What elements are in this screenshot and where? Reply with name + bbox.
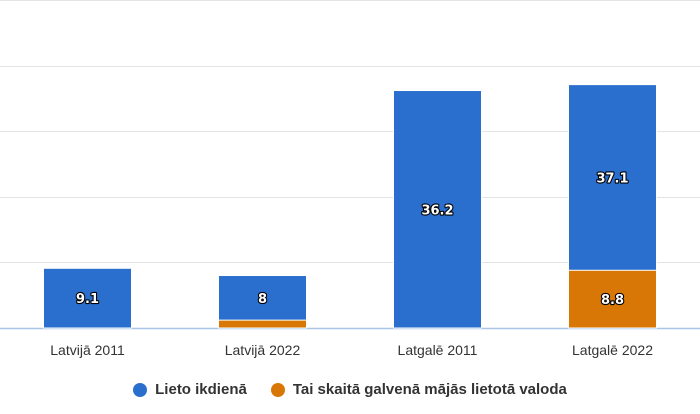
bar-series-1-1[interactable]	[43, 267, 132, 329]
legend-label-series-2: Tai skaitā galvenā mājās lietotā valoda	[292, 381, 567, 398]
data-label-series-1-2: 8	[258, 292, 267, 307]
bar-series-2-2[interactable]	[218, 319, 307, 329]
bars	[43, 84, 657, 329]
legend-marker-series-2	[270, 382, 285, 397]
x-tick-label: Latvijā 2011	[50, 342, 125, 358]
legend: Lieto ikdienā Tai skaitā galvenā mājās l…	[0, 381, 700, 398]
legend-label-series-1: Lieto ikdienā	[155, 381, 247, 398]
x-axis: Latvijā 2011 Latvijā 2022 Latgalē 2011 Latg…	[50, 342, 653, 358]
bar-series-2-4[interactable]	[568, 269, 657, 329]
x-tick-label: Latvijā 2022	[225, 342, 301, 358]
legend-marker-series-1	[133, 382, 148, 397]
legend-item-series-2[interactable]: Tai skaitā galvenā mājās lietotā valoda	[270, 381, 567, 398]
legend-item-series-1[interactable]: Lieto ikdienā	[133, 381, 247, 398]
data-label-series-2-4: 8.8	[601, 293, 624, 308]
data-label-series-1-3: 36.2	[421, 203, 453, 218]
x-tick-label: Latgalē 2022	[572, 342, 653, 358]
bar-chart: 9.1 8 36.2 37.1 8.8 Latvijā 2011 Latvijā 2022…	[0, 0, 700, 358]
data-label-series-1-4: 37.1	[596, 171, 628, 186]
data-label-series-1-1: 9.1	[76, 292, 99, 307]
bar-series-1-3[interactable]	[393, 90, 482, 329]
bar-series-1-2[interactable]	[218, 275, 307, 329]
x-tick-label: Latgalē 2011	[398, 342, 478, 358]
data-labels: 9.1 8 36.2 37.1 8.8	[75, 170, 630, 309]
